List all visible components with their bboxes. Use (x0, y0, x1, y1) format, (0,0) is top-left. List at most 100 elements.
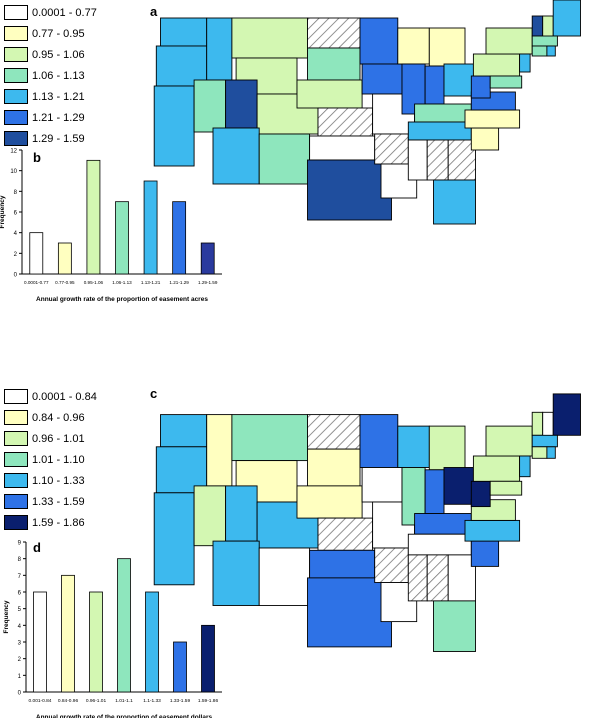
y-tick-label: 0 (18, 691, 22, 697)
state-region (531, 45, 548, 57)
legend-label: 0.77 - 0.95 (32, 27, 85, 40)
x-tick-label: 1.33-1.59 (170, 698, 191, 704)
dollars-legend-item: 0.0001 - 0.84 (4, 386, 97, 407)
bar (173, 641, 187, 693)
state-region (552, 393, 581, 436)
legend-label: 1.33 - 1.59 (32, 495, 85, 508)
y-axis-label: Frequency (3, 600, 10, 633)
state-region (307, 577, 392, 648)
state-region (470, 127, 500, 151)
bar (61, 574, 75, 693)
state-region (361, 63, 403, 95)
state-region (359, 17, 399, 65)
histogram-acres: 0 2 4 6 8 10 12 0.0001-0.77 0.77-0.95 0.95-1.06 1.… (0, 149, 222, 303)
x-tick-label: 0.96-1.01 (86, 698, 107, 704)
legend-swatch (4, 452, 28, 467)
state-region (531, 434, 558, 448)
x-tick-label: 1.29-1.59 (198, 280, 218, 285)
bar (117, 558, 131, 693)
x-tick-label: 0.84-0.96 (58, 698, 79, 704)
bar (172, 201, 187, 275)
panel-letter-a: a (150, 4, 158, 19)
state-region (546, 446, 556, 459)
y-tick-label: 10 (10, 169, 17, 175)
legend-swatch (4, 131, 28, 146)
state-region (542, 15, 554, 39)
dollars-legend-item: 0.96 - 1.01 (4, 428, 97, 449)
x-tick-label: 0.0001-0.77 (24, 280, 49, 285)
state-region (531, 411, 544, 436)
legend-label: 0.84 - 0.96 (32, 411, 85, 424)
state-region (485, 27, 533, 55)
acres-legend-item: 1.29 - 1.59 (4, 128, 97, 149)
legend-swatch (4, 26, 28, 41)
acres-legend-item: 1.06 - 1.13 (4, 65, 97, 86)
y-tick-label: 3 (18, 641, 22, 647)
map-acres (153, 0, 581, 225)
legend-swatch (4, 47, 28, 62)
legend-label: 0.0001 - 0.77 (32, 6, 97, 19)
y-tick-label: 9 (18, 541, 22, 547)
histogram-dollars: 0 1 2 3 4 5 6 7 8 9 0.001-0.84 0.84-0.96 0.96-1.01 1.… (3, 541, 222, 718)
legend-label: 0.0001 - 0.84 (32, 390, 97, 403)
state-region (552, 0, 581, 37)
x-axis-label: Annual growth rate of the proportion of … (36, 714, 213, 718)
state-region (485, 425, 533, 457)
bar (89, 591, 103, 693)
bar (33, 591, 47, 693)
state-region (309, 549, 376, 579)
legend-swatch (4, 494, 28, 509)
legend-label: 0.95 - 1.06 (32, 48, 85, 61)
panel-letter-c: c (150, 386, 158, 401)
state-region (489, 75, 523, 89)
state-region (426, 139, 449, 181)
state-region (407, 533, 472, 556)
state-region (374, 133, 409, 165)
x-tick-label: 0.77-0.95 (55, 280, 75, 285)
bar (143, 180, 158, 275)
state-region (193, 485, 227, 547)
state-region (225, 79, 258, 129)
y-tick-label: 4 (14, 231, 18, 237)
bar (115, 201, 129, 275)
state-region (443, 63, 474, 97)
y-tick-label: 1 (18, 674, 22, 680)
state-region (470, 480, 491, 508)
state-region (433, 179, 476, 225)
x-tick-label: 1.01-1.1 (115, 698, 133, 704)
state-region (407, 554, 428, 602)
x-tick-label: 1.59-1.86 (198, 698, 219, 704)
y-tick-label: 4 (18, 624, 22, 630)
state-region (531, 446, 548, 459)
state-region (428, 27, 466, 67)
x-tick-label: 0.001-0.84 (29, 698, 52, 704)
legend-swatch (4, 473, 28, 488)
state-region (464, 519, 521, 542)
state-region (309, 135, 376, 161)
legend-acres: 0.0001 - 0.77 0.77 - 0.95 0.95 - 1.06 1.06 … (4, 2, 97, 149)
legend-label: 0.96 - 1.01 (32, 432, 85, 445)
state-region (470, 540, 500, 567)
state-region (160, 17, 208, 47)
state-region (296, 79, 363, 109)
state-region (531, 35, 558, 47)
acres-legend-item: 0.77 - 0.95 (4, 23, 97, 44)
state-region (206, 414, 233, 487)
state-region (206, 17, 233, 81)
state-region (397, 27, 430, 65)
dollars-legend-item: 1.33 - 1.59 (4, 491, 97, 512)
state-region (397, 425, 430, 468)
map-dollars (153, 393, 581, 652)
legend-swatch (4, 5, 28, 20)
legend-swatch (4, 110, 28, 125)
state-region (296, 485, 363, 519)
legend-label: 1.13 - 1.21 (32, 90, 85, 103)
y-tick-label: 8 (14, 190, 18, 196)
state-region (531, 15, 544, 37)
state-region (414, 513, 472, 535)
state-region (359, 414, 399, 468)
bar (145, 591, 159, 693)
x-tick-label: 1.21-1.29 (169, 280, 189, 285)
state-region (307, 414, 361, 450)
state-region (361, 467, 403, 503)
